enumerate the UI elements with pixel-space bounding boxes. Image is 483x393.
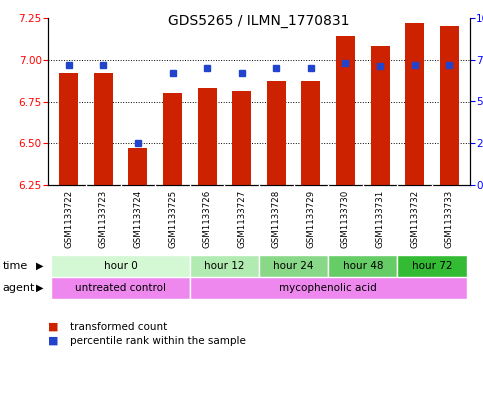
Text: hour 24: hour 24 [273,261,314,271]
Text: hour 12: hour 12 [204,261,245,271]
Bar [52,255,190,277]
Bar [301,81,320,185]
Bar [198,88,217,185]
Bar [59,73,78,185]
Text: GSM1133726: GSM1133726 [202,189,212,248]
Bar [259,255,328,277]
Text: ▶: ▶ [36,283,44,293]
Text: GSM1133729: GSM1133729 [306,189,315,248]
Text: GDS5265 / ILMN_1770831: GDS5265 / ILMN_1770831 [168,14,350,28]
Text: agent: agent [2,283,35,293]
Bar [336,37,355,185]
Text: mycophenolic acid: mycophenolic acid [279,283,377,293]
Text: GSM1133722: GSM1133722 [64,189,73,248]
Bar [328,255,398,277]
Bar [370,46,390,185]
Text: GSM1133732: GSM1133732 [410,189,419,248]
Text: untreated control: untreated control [75,283,166,293]
Bar [163,93,182,185]
Text: GSM1133723: GSM1133723 [99,189,108,248]
Bar [267,81,286,185]
Text: GSM1133731: GSM1133731 [376,189,384,248]
Text: ■: ■ [48,336,58,346]
Text: GSM1133733: GSM1133733 [445,189,454,248]
Text: transformed count: transformed count [70,322,167,332]
Bar [52,277,190,299]
Bar [405,23,424,185]
Text: hour 72: hour 72 [412,261,452,271]
Text: GSM1133728: GSM1133728 [272,189,281,248]
Bar [398,255,467,277]
Text: GSM1133725: GSM1133725 [168,189,177,248]
Bar [232,92,251,185]
Text: GSM1133727: GSM1133727 [237,189,246,248]
Text: GSM1133730: GSM1133730 [341,189,350,248]
Bar [190,255,259,277]
Text: time: time [2,261,28,271]
Bar [94,73,113,185]
Text: hour 0: hour 0 [104,261,138,271]
Text: GSM1133724: GSM1133724 [133,189,142,248]
Text: percentile rank within the sample: percentile rank within the sample [70,336,246,346]
Bar [128,148,147,185]
Text: ■: ■ [48,322,58,332]
Text: hour 48: hour 48 [342,261,383,271]
Text: ▶: ▶ [36,261,44,271]
Bar [440,26,459,185]
Bar [190,277,467,299]
